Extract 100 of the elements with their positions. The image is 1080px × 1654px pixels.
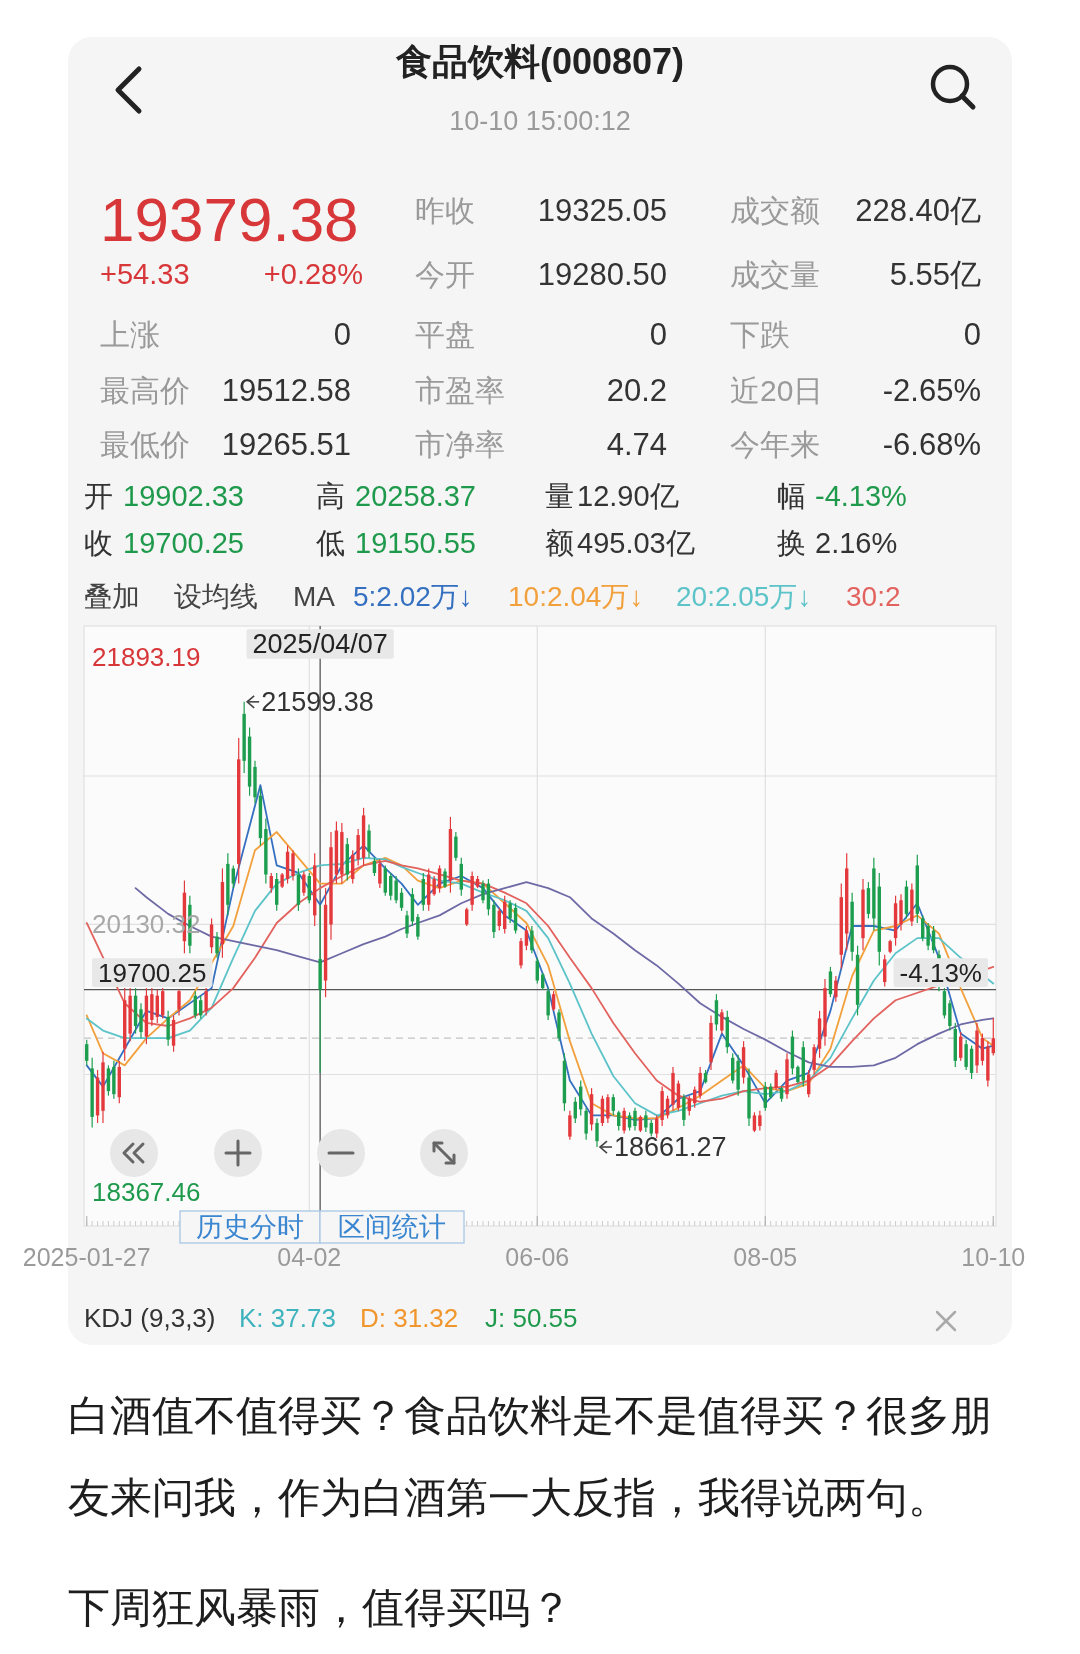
candlestick bbox=[644, 1110, 648, 1133]
x-tick-label: 06-06 bbox=[505, 1243, 570, 1271]
text: 叠加 bbox=[84, 580, 140, 612]
candlestick bbox=[758, 1110, 762, 1132]
x-tick-label: 10-10 bbox=[961, 1243, 1026, 1271]
text: 高 bbox=[316, 480, 345, 512]
candlestick bbox=[367, 823, 371, 859]
text: 收 bbox=[84, 527, 113, 559]
text: -4.13% bbox=[815, 480, 907, 512]
candlestick bbox=[964, 1039, 968, 1071]
candlestick bbox=[627, 1111, 632, 1132]
candlestick bbox=[481, 879, 485, 904]
candlestick bbox=[106, 1064, 111, 1097]
text: 额 bbox=[545, 527, 574, 559]
text: 4.74 bbox=[606, 426, 667, 462]
text: D: 31.32 bbox=[360, 1303, 459, 1333]
candlestick bbox=[812, 1043, 816, 1076]
candlestick bbox=[432, 875, 436, 897]
candlestick bbox=[633, 1107, 637, 1132]
candlestick bbox=[921, 914, 925, 942]
y-tick-label: 18367.46 bbox=[92, 1176, 201, 1207]
annotation: 历史分时 bbox=[196, 1212, 304, 1242]
text: 5:2.02万↓ bbox=[353, 580, 473, 612]
candlestick bbox=[204, 987, 208, 1016]
candlestick bbox=[828, 966, 833, 998]
chart-subtitle: 10-10 15:00:12 bbox=[449, 106, 631, 136]
candlestick bbox=[231, 864, 235, 889]
text: 10:2.04万↓ bbox=[508, 580, 644, 612]
text: 19325.05 bbox=[537, 192, 667, 228]
text: 0 bbox=[333, 316, 351, 352]
text: 12.90亿 bbox=[577, 480, 679, 512]
chart-title: 食品饮料(000807) bbox=[394, 40, 685, 82]
candlestick bbox=[698, 1066, 702, 1100]
candlestick bbox=[302, 870, 306, 897]
text: +0.28% bbox=[263, 258, 363, 290]
text: K: 37.73 bbox=[239, 1303, 336, 1333]
text: 20.2 bbox=[606, 372, 667, 408]
text: 最低价 bbox=[100, 427, 190, 461]
ref-line-label: 19700.25 bbox=[98, 957, 207, 988]
candlestick bbox=[752, 1111, 757, 1133]
text: +54.33 bbox=[100, 258, 190, 290]
candlestick bbox=[622, 1107, 626, 1135]
text: 2.16% bbox=[815, 527, 898, 559]
text: 下跌 bbox=[730, 317, 790, 351]
text: 幅 bbox=[777, 480, 806, 512]
text: 5.55亿 bbox=[889, 256, 981, 292]
text: 20:2.05万↓ bbox=[676, 580, 812, 612]
candlestick bbox=[215, 931, 219, 959]
candlestick bbox=[584, 1107, 588, 1141]
candlestick bbox=[530, 925, 534, 954]
candlestick bbox=[731, 1052, 735, 1085]
candlestick bbox=[720, 1008, 724, 1035]
candlestick bbox=[177, 989, 181, 1016]
text: 市净率 bbox=[415, 427, 505, 461]
text: 最高价 bbox=[100, 373, 190, 407]
text: 设均线 bbox=[174, 580, 258, 612]
candlestick bbox=[454, 831, 458, 862]
x-tick-label: 2025/04/07 bbox=[252, 629, 388, 659]
text: -2.65% bbox=[882, 372, 981, 408]
text: 上涨 bbox=[100, 317, 160, 351]
candlestick bbox=[595, 1117, 599, 1148]
text: 19512.58 bbox=[221, 372, 351, 408]
candlestick bbox=[389, 872, 393, 901]
candlestick bbox=[606, 1093, 610, 1124]
candlestick bbox=[513, 902, 518, 935]
candlestick bbox=[405, 910, 409, 939]
candlestick bbox=[139, 1002, 143, 1039]
text: 19700.25 bbox=[123, 527, 244, 559]
text: 成交额 bbox=[730, 193, 820, 227]
x-tick-label: 04-02 bbox=[277, 1243, 342, 1271]
text: 市盈率 bbox=[415, 373, 505, 407]
text: 228.40亿 bbox=[855, 192, 981, 228]
candlestick bbox=[535, 957, 539, 985]
candlestick bbox=[617, 1110, 621, 1132]
candlestick bbox=[394, 875, 398, 904]
candlestick bbox=[926, 922, 930, 951]
candlestick bbox=[883, 954, 887, 988]
text: 19265.51 bbox=[221, 426, 351, 462]
text: 白酒值不值得买？食品饮料是不是值得买？很多朋友来问我，作为白酒第一大反指，我得说两句。 bbox=[68, 1391, 993, 1523]
x-tick-label: 08-05 bbox=[733, 1243, 798, 1271]
text: 今开 bbox=[415, 257, 475, 291]
text: 今年来 bbox=[730, 427, 820, 461]
candlestick bbox=[209, 917, 214, 954]
text: J: 50.55 bbox=[485, 1303, 578, 1333]
annotation: 18661.27 bbox=[614, 1132, 727, 1163]
annotation: 区间统计 bbox=[338, 1212, 446, 1242]
text: 昨收 bbox=[415, 193, 475, 227]
candlestick bbox=[378, 858, 382, 889]
text: KDJ (9,3,3) bbox=[84, 1303, 216, 1333]
text: 19379.38 bbox=[100, 184, 359, 254]
text: -6.68% bbox=[882, 426, 981, 462]
text: 30:2 bbox=[846, 580, 901, 612]
candlestick bbox=[834, 975, 838, 1003]
text: 0 bbox=[649, 316, 667, 352]
x-tick-label: 2025-01-27 bbox=[22, 1243, 151, 1271]
candlestick bbox=[437, 864, 442, 894]
text: 19902.33 bbox=[123, 480, 244, 512]
candlestick bbox=[774, 1069, 778, 1091]
text: 495.03亿 bbox=[577, 527, 695, 559]
candlestick bbox=[611, 1093, 615, 1116]
